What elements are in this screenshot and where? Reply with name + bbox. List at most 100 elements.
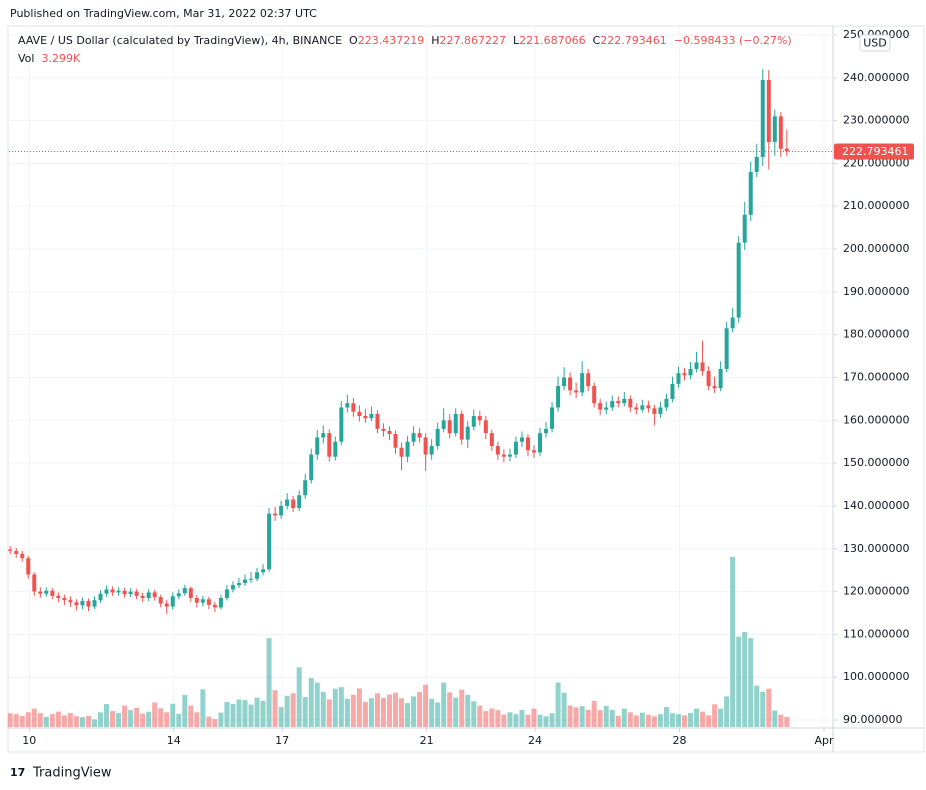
volume-bar (543, 716, 549, 727)
candle-body (586, 373, 591, 387)
candle-body (417, 433, 422, 438)
candle-body (200, 599, 205, 603)
x-tick-label: Apr (814, 734, 834, 747)
candle-body (261, 569, 266, 573)
volume-bar (314, 682, 320, 727)
ohlc-prefix: O (349, 34, 358, 47)
volume-bar (772, 710, 778, 727)
volume-bar (110, 711, 116, 727)
candle-body (164, 603, 169, 607)
volume-bar (706, 715, 712, 727)
volume-bar (254, 697, 260, 727)
candle-body (598, 403, 603, 410)
volume-bar (19, 715, 25, 727)
candle-body (38, 591, 43, 594)
volume-bar (338, 687, 344, 727)
candle-body (230, 585, 235, 590)
candle-body (152, 592, 157, 598)
candle-body (182, 588, 187, 594)
volume-bar (519, 709, 525, 727)
volume-bar (651, 716, 657, 727)
candle-body (778, 116, 783, 149)
volume-bar (224, 701, 230, 727)
candle-body (369, 413, 374, 419)
candle-body (345, 403, 350, 408)
volume-bar (459, 689, 465, 727)
volume-bar (67, 712, 73, 727)
candle-body (110, 589, 115, 593)
candle-body (146, 592, 151, 598)
candle-body (92, 600, 97, 607)
volume-bar (362, 701, 368, 727)
volume-bar (501, 714, 507, 727)
candle-body (218, 597, 223, 608)
candle-body (628, 398, 633, 408)
candle-body (405, 441, 410, 457)
volume-bar (399, 698, 405, 727)
volume-bar (748, 638, 754, 727)
candle-body (249, 578, 254, 580)
volume-bar (266, 638, 272, 727)
chart-frame (7, 25, 925, 753)
volume-bar (230, 704, 236, 727)
volume-bar (206, 716, 212, 727)
candle-body (285, 499, 290, 506)
volume-bar (272, 690, 278, 727)
volume-bar (465, 694, 471, 727)
candle-body (748, 171, 753, 215)
candle-body (387, 431, 392, 435)
currency-box[interactable] (859, 34, 891, 52)
x-tick-label: 28 (673, 734, 687, 747)
volume-bar (55, 711, 61, 727)
candle-body (74, 602, 79, 606)
candle-body (610, 401, 615, 408)
candle-body (550, 407, 555, 429)
y-tick-label: 170.000000 (843, 370, 909, 383)
candle-body (447, 420, 452, 434)
volume-bar (146, 711, 152, 727)
price-tag-label: 222.793461 (842, 145, 908, 158)
volume-bar (128, 710, 134, 727)
candle-body (255, 572, 260, 579)
volume-bar (525, 714, 531, 727)
volume-bar (411, 696, 417, 727)
volume-bar (49, 714, 55, 727)
x-tick-label: 10 (22, 734, 36, 747)
volume-bar (591, 700, 597, 727)
candle-body (525, 437, 530, 451)
candle-body (273, 513, 278, 516)
candle-body (116, 590, 121, 593)
candle-body (188, 588, 193, 598)
volume-bar (320, 691, 326, 727)
volume-bar (152, 702, 158, 727)
x-tick-label: 21 (420, 734, 434, 747)
candle-body (670, 383, 675, 399)
candle-body (429, 445, 434, 455)
volume-bar (73, 716, 79, 727)
candle-body (519, 437, 524, 442)
candle-body (303, 480, 308, 496)
volume-bar (754, 685, 760, 727)
volume-bar (681, 715, 687, 727)
volume-bar (284, 695, 290, 727)
candle-body (140, 595, 145, 598)
candle-body (562, 377, 567, 387)
volume-bar (37, 713, 43, 727)
x-tick-label: 24 (528, 734, 542, 747)
candle-body (26, 558, 31, 575)
legend: AAVE / US Dollar (calculated by TradingV… (18, 34, 792, 47)
axes: 90.000000 100.000000 110.000000 120.000000 1… (9, 28, 914, 747)
candle-body (176, 593, 181, 597)
volume-bar (182, 694, 188, 727)
candle-body (206, 599, 211, 605)
candle-body (453, 413, 458, 434)
ohlc-prefix: C (592, 34, 601, 47)
candle-body (339, 407, 344, 442)
volume-bar (567, 705, 573, 727)
volume-bar (122, 705, 128, 727)
candle-body (477, 416, 482, 421)
candle-body (56, 595, 61, 598)
currency[interactable]: USD (863, 37, 887, 50)
volume-bar (140, 713, 146, 727)
